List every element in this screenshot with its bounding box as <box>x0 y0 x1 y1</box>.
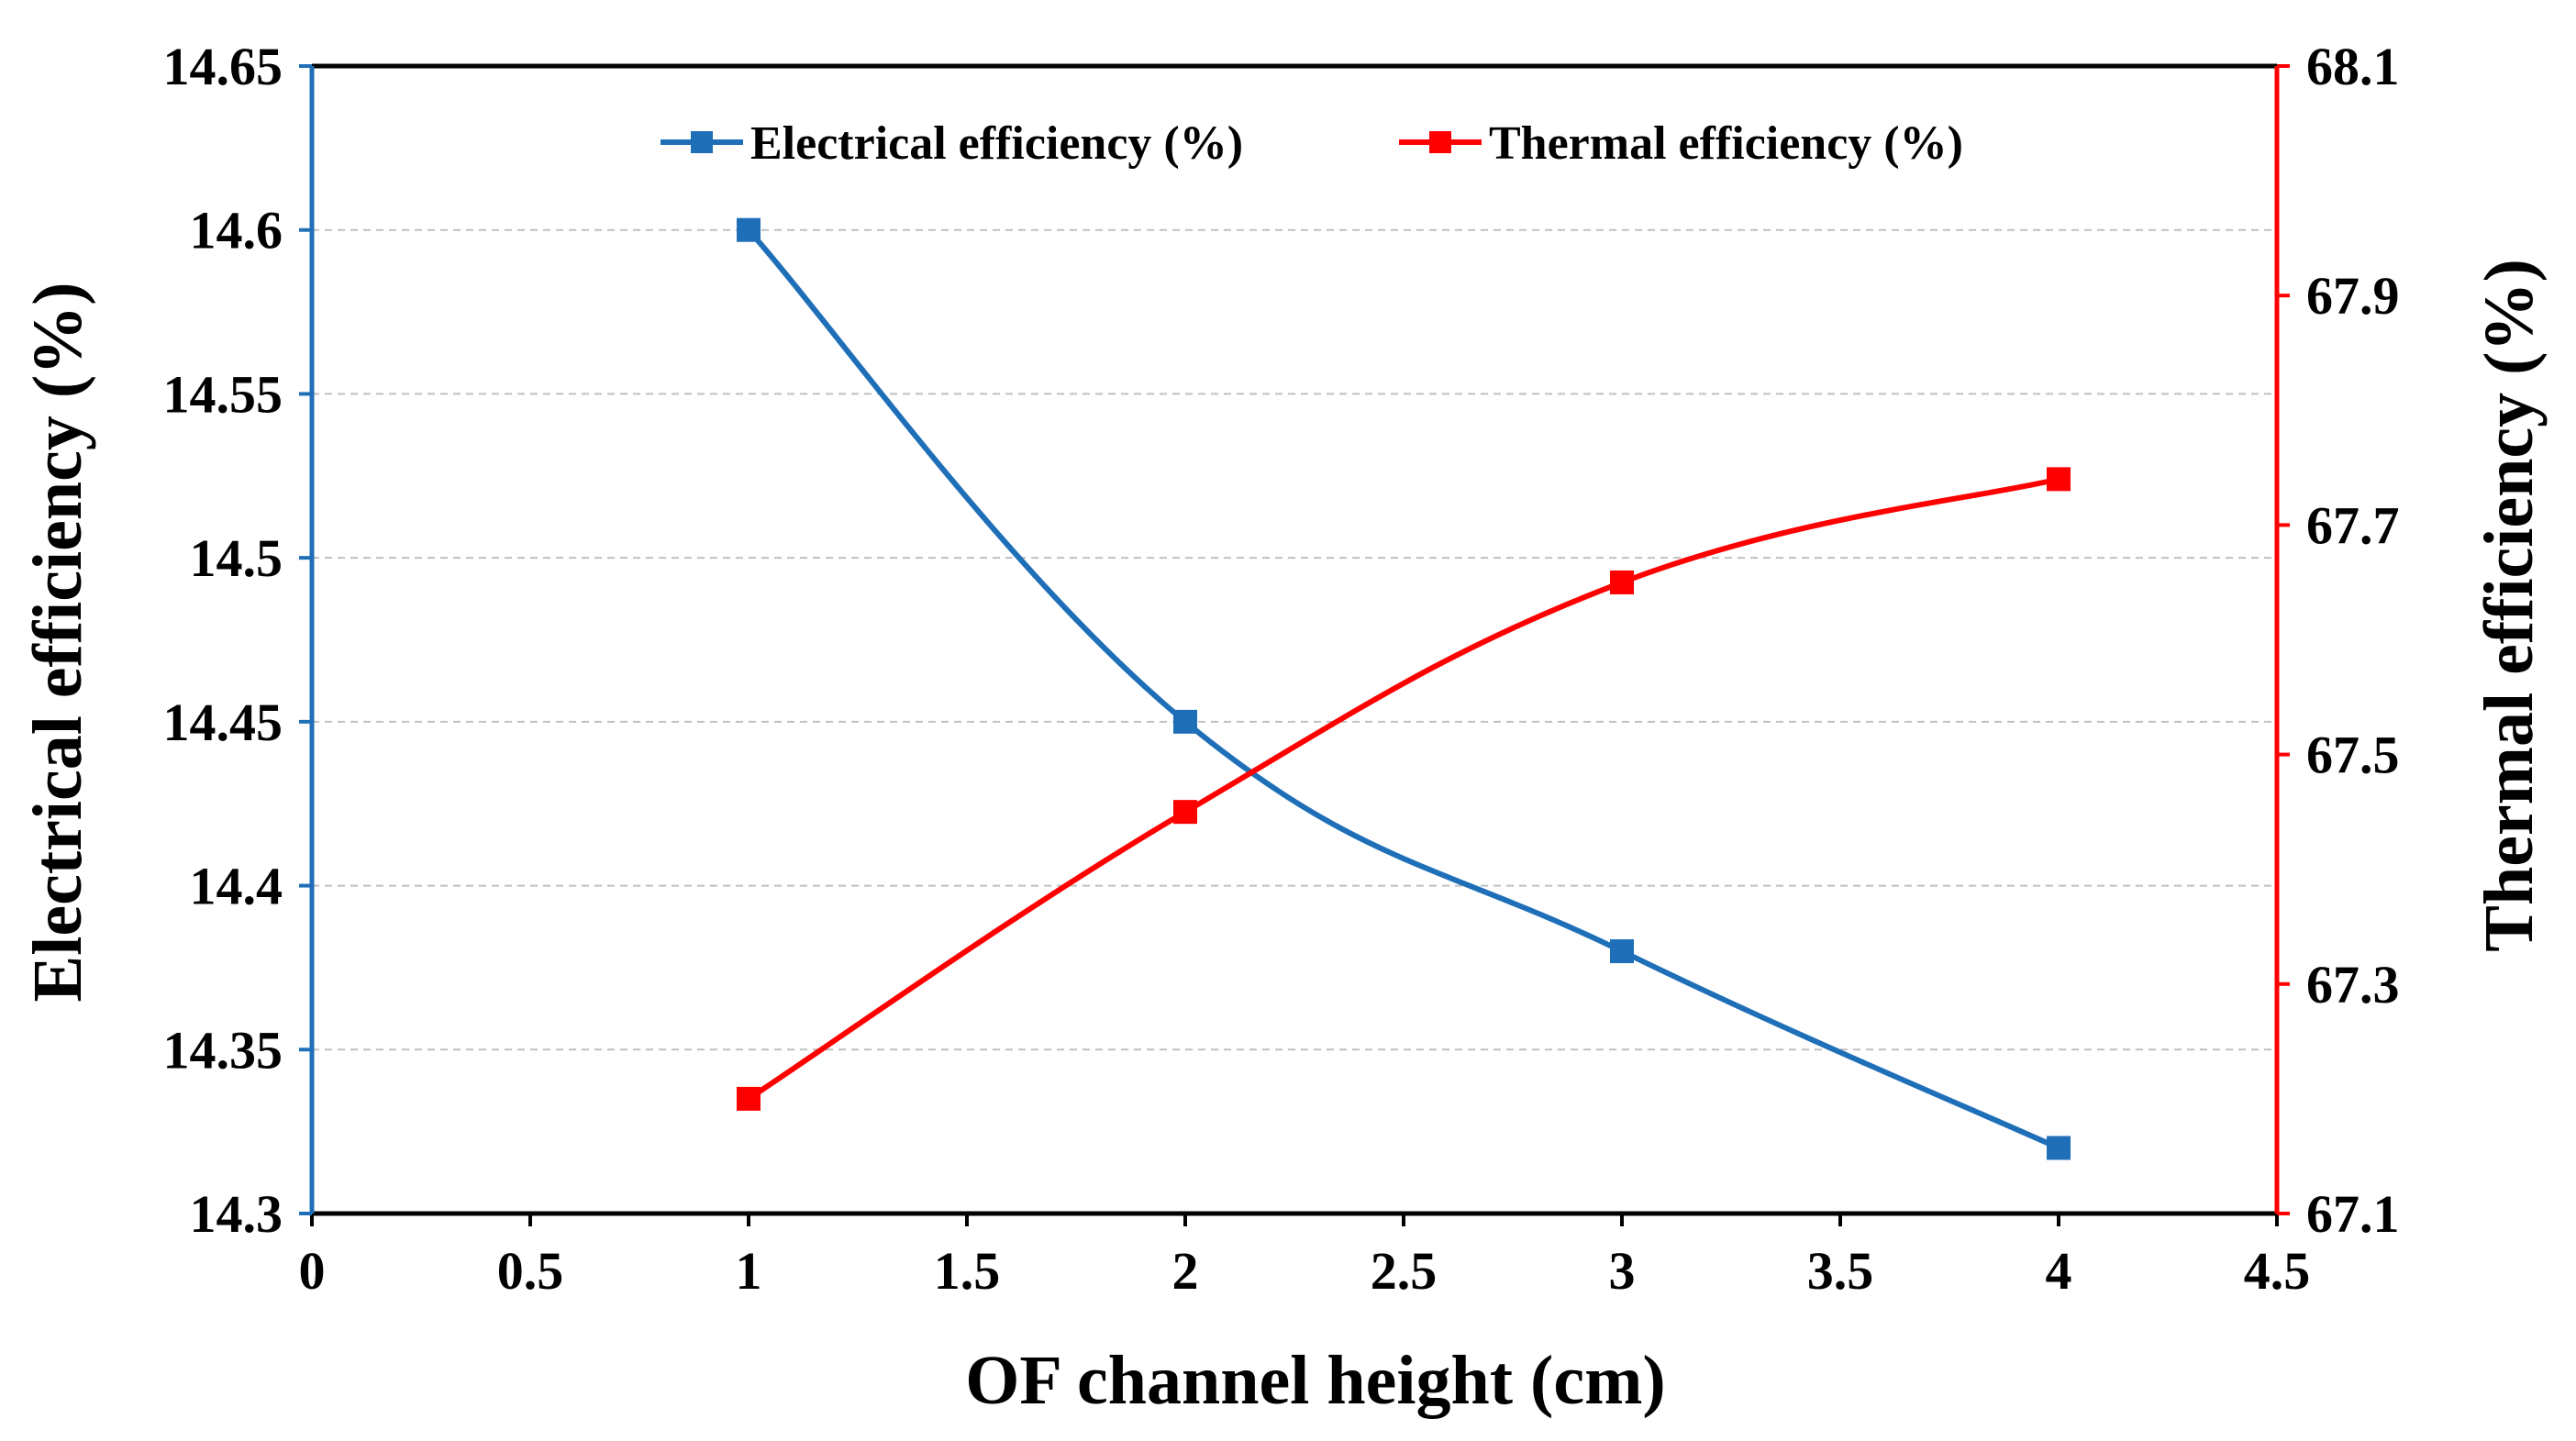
series-markers <box>737 217 2071 1160</box>
data-point-thermal <box>737 1086 761 1111</box>
data-point-thermal <box>1610 570 1634 594</box>
legend-swatch-marker <box>691 131 713 153</box>
y-right-tick-label: 67.3 <box>2306 955 2400 1014</box>
y-left-tick-label: 14.45 <box>163 693 283 752</box>
x-tick-label: 0 <box>299 1241 326 1301</box>
legend: Electrical efficiency (%) Thermal efficie… <box>661 117 1963 170</box>
y-axis-right-title: Thermal efficiency (%) <box>2471 259 2548 952</box>
data-point-electrical <box>2047 1136 2071 1160</box>
x-tick-label: 3.5 <box>1807 1241 1874 1301</box>
axes <box>299 63 2290 1226</box>
legend-label: Electrical efficiency (%) <box>750 117 1243 170</box>
data-point-electrical <box>1610 939 1634 964</box>
y-left-tick-label: 14.55 <box>163 364 283 424</box>
y-left-tick-label: 14.35 <box>163 1020 283 1080</box>
x-tick-label: 0.5 <box>497 1241 564 1301</box>
x-tick-label: 1 <box>736 1241 762 1301</box>
y-right-tick-label: 67.7 <box>2306 495 2400 555</box>
gridlines <box>312 65 2277 1051</box>
y-right-tick-label: 67.9 <box>2306 266 2400 326</box>
series-line-electrical <box>746 227 2060 1151</box>
x-tick-label: 3 <box>1609 1241 1636 1301</box>
y-left-tick-label: 14.5 <box>190 528 283 588</box>
y-right-tick-label: 68.1 <box>2306 37 2400 96</box>
y-left-tick-label: 14.65 <box>163 37 283 96</box>
data-point-electrical <box>737 217 761 242</box>
x-tick-label: 2.5 <box>1371 1241 1438 1301</box>
tick-labels: 0 0.5 1 1.5 2 2.5 3 3.5 4 4.5 14.3 14.35 14.4 14.45 14… <box>163 37 2400 1301</box>
y-right-tick-label: 67.1 <box>2306 1184 2400 1244</box>
data-point-thermal <box>1173 800 1197 825</box>
y-right-tick-label: 67.5 <box>2306 726 2400 785</box>
y-left-tick-label: 14.4 <box>190 857 283 916</box>
data-point-thermal <box>2047 467 2071 492</box>
y-axis-left-title: Electrical efficiency (%) <box>19 283 96 1003</box>
x-tick-label: 4.5 <box>2244 1241 2311 1301</box>
x-axis-title: OF channel height (cm) <box>965 1342 1665 1419</box>
legend-swatch-marker <box>1429 131 1451 153</box>
series-line-thermal <box>747 476 2060 1102</box>
x-tick-label: 4 <box>2046 1241 2072 1301</box>
y-left-tick-label: 14.3 <box>190 1184 283 1244</box>
legend-label: Thermal efficiency (%) <box>1489 117 1963 170</box>
x-tick-label: 1.5 <box>934 1241 1001 1301</box>
y-left-tick-label: 14.6 <box>190 201 283 260</box>
series-lines <box>746 227 2060 1151</box>
x-tick-label: 2 <box>1172 1241 1199 1301</box>
data-point-electrical <box>1173 709 1197 734</box>
